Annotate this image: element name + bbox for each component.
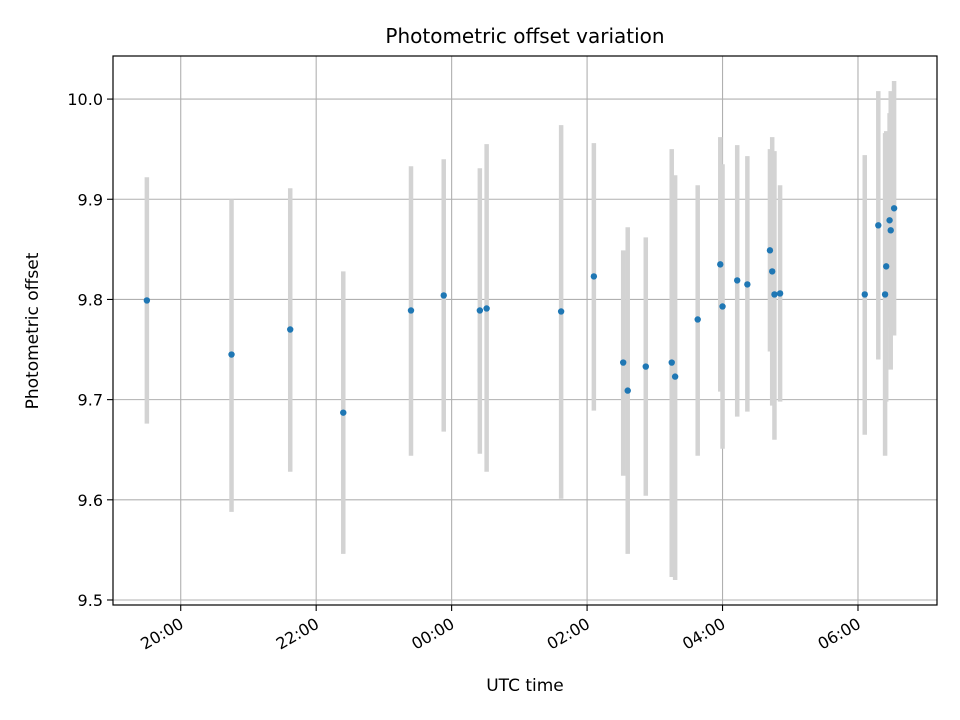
data-point bbox=[557, 308, 565, 315]
data-point bbox=[875, 222, 882, 229]
data-point bbox=[883, 263, 890, 270]
data-point bbox=[620, 359, 627, 366]
data-point bbox=[887, 227, 894, 234]
data-point bbox=[671, 373, 679, 380]
data-point bbox=[287, 326, 294, 333]
data-point bbox=[143, 297, 151, 304]
data-point bbox=[886, 217, 893, 224]
data-point bbox=[717, 261, 724, 268]
data-point bbox=[228, 351, 235, 358]
data-point bbox=[881, 291, 889, 298]
data-point bbox=[719, 303, 726, 310]
data-point bbox=[771, 291, 778, 298]
y-tick-label: 9.8 bbox=[78, 290, 103, 309]
data-point bbox=[890, 205, 898, 212]
data-point bbox=[744, 281, 751, 288]
y-tick-label: 9.6 bbox=[78, 491, 103, 510]
chart-title: Photometric offset variation bbox=[385, 24, 664, 48]
y-axis-ticks: 9.5 9.6 9.7 9.8 9.9 10.0 bbox=[67, 90, 113, 610]
data-point bbox=[776, 290, 784, 297]
plot-frame bbox=[112, 55, 938, 606]
data-point bbox=[483, 305, 490, 312]
y-tick-label: 9.5 bbox=[78, 591, 103, 610]
data-point bbox=[766, 247, 774, 254]
data-point bbox=[642, 363, 649, 370]
data-point bbox=[769, 268, 776, 275]
grid bbox=[113, 56, 937, 605]
data-point bbox=[407, 307, 415, 314]
y-axis-label: Photometric offset bbox=[23, 252, 43, 409]
data-point bbox=[440, 292, 447, 299]
y-tick-label: 9.7 bbox=[78, 391, 103, 410]
data-points bbox=[143, 205, 898, 416]
data-point bbox=[624, 387, 631, 394]
x-axis-label: UTC time bbox=[486, 676, 564, 696]
data-point bbox=[590, 273, 598, 280]
y-tick-label: 10.0 bbox=[67, 90, 103, 109]
data-point bbox=[476, 307, 484, 314]
data-point bbox=[734, 277, 741, 284]
data-point bbox=[340, 409, 347, 416]
data-point bbox=[861, 291, 868, 298]
data-point bbox=[668, 359, 675, 366]
y-tick-label: 9.9 bbox=[78, 190, 103, 209]
data-point bbox=[694, 316, 701, 323]
